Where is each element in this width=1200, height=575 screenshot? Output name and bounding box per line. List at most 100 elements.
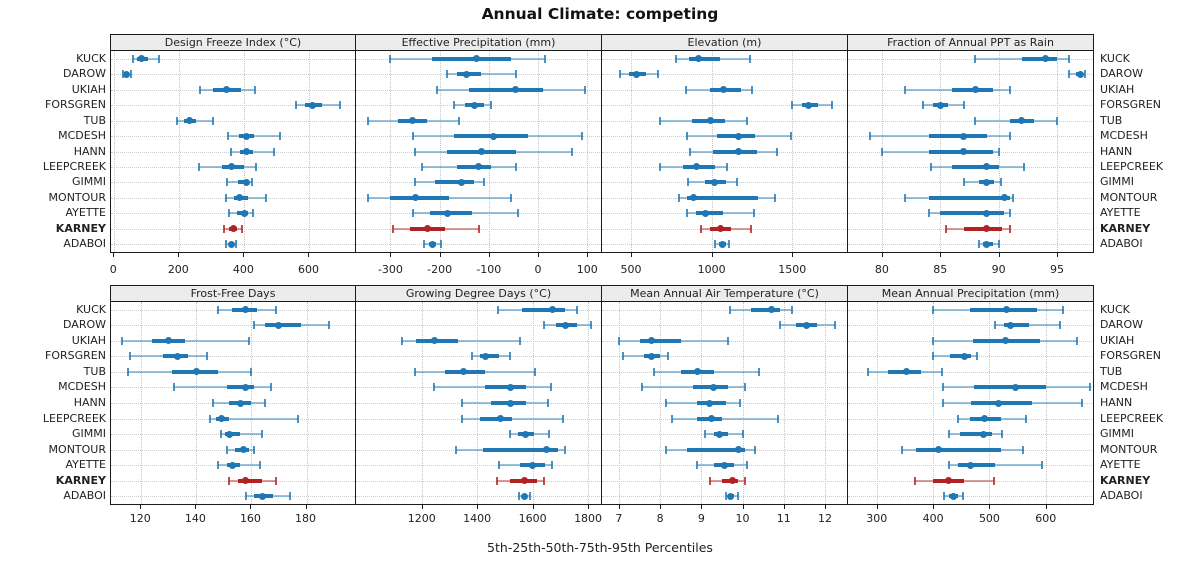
whisker-cap-low bbox=[542, 321, 545, 330]
station-guide-line bbox=[602, 496, 846, 498]
whisker-cap-low bbox=[132, 54, 135, 63]
whisker-cap-low bbox=[227, 132, 230, 141]
interquartile-bar-ukiah bbox=[469, 87, 543, 92]
panel-strip-frost-free-days: Frost-Free Days bbox=[110, 285, 356, 302]
station-guide-line bbox=[848, 182, 1092, 184]
station-guide-line bbox=[848, 120, 1092, 122]
median-dot-tub bbox=[902, 368, 910, 376]
median-dot-hann bbox=[242, 148, 250, 155]
interquartile-bar-leepcreek bbox=[951, 164, 999, 169]
median-dot-adaboi bbox=[258, 492, 266, 500]
whisker-cap-low bbox=[176, 116, 179, 125]
axis-tick bbox=[1056, 253, 1058, 257]
axis-tick bbox=[113, 253, 115, 257]
axis-tick-label: 85 bbox=[933, 263, 948, 276]
median-dot-darow bbox=[463, 70, 471, 78]
interquartile-bar-kuck bbox=[689, 56, 720, 61]
whisker-cap-high bbox=[253, 85, 256, 94]
interquartile-bar-montour bbox=[916, 447, 1001, 452]
whisker-cap-low bbox=[367, 116, 370, 125]
interquartile-bar-mcdesh bbox=[226, 385, 255, 390]
whisker-cap-high bbox=[753, 445, 756, 454]
station-label-tub: TUB bbox=[83, 364, 106, 378]
interquartile-bar-ayette bbox=[940, 211, 1005, 216]
station-label-kuck: KUCK bbox=[76, 302, 106, 316]
whisker-cap-high bbox=[289, 492, 291, 501]
axis-tick bbox=[532, 505, 534, 509]
whisker-cap-high bbox=[997, 147, 1000, 156]
station-label-ayette: AYETTE bbox=[65, 206, 106, 220]
whisker-cap-low bbox=[220, 430, 223, 439]
axis-tick bbox=[824, 505, 826, 509]
median-dot-mcdesh bbox=[490, 132, 498, 140]
whisker-cap-high bbox=[1009, 209, 1012, 218]
median-dot-mcdesh bbox=[960, 132, 968, 140]
median-dot-gimmi bbox=[458, 178, 466, 186]
axis-tick bbox=[421, 505, 423, 509]
whisker-cap-high bbox=[517, 209, 520, 218]
axis-tick bbox=[742, 505, 744, 509]
whisker-cap-low bbox=[618, 70, 621, 79]
whisker-cap-high bbox=[834, 321, 837, 330]
whisker-cap-high bbox=[563, 445, 566, 454]
axis-tick bbox=[933, 505, 935, 509]
median-dot-leepcreek bbox=[475, 163, 483, 171]
whisker-cap-high bbox=[542, 476, 545, 485]
station-guide-line bbox=[111, 371, 355, 373]
whisker-cap-low bbox=[640, 383, 643, 392]
median-dot-leepcreek bbox=[983, 163, 991, 171]
whisker-cap-low bbox=[367, 193, 370, 202]
station-guide-line bbox=[356, 387, 600, 389]
whisker-cap-high bbox=[1011, 193, 1014, 202]
station-guide-line bbox=[356, 182, 600, 184]
station-label-ukiah: UKIAH bbox=[1100, 333, 1135, 347]
station-guide-line bbox=[356, 244, 600, 246]
whisker-cap-high bbox=[961, 492, 964, 501]
interquartile-bar-mcdesh bbox=[928, 134, 987, 139]
station-guide-line bbox=[848, 371, 1092, 373]
axis-tick-label: 1500 bbox=[778, 263, 807, 276]
whisker-cap-high bbox=[940, 367, 943, 376]
median-dot-darow bbox=[802, 321, 810, 329]
station-label-kuck: KUCK bbox=[1100, 51, 1130, 65]
interquartile-bar-kuck bbox=[432, 56, 511, 61]
panel-title: Design Freeze Index (°C) bbox=[164, 36, 302, 49]
station-guide-line bbox=[602, 340, 846, 342]
whisker-cap-low bbox=[904, 85, 907, 94]
panel-plot-effective-precipitation-mm bbox=[356, 51, 602, 253]
whisker-cap-high bbox=[279, 132, 282, 141]
axis-tick-label: 180 bbox=[295, 512, 317, 525]
station-label-karney: KARNEY bbox=[55, 473, 106, 487]
median-dot-montour bbox=[239, 446, 247, 454]
whisker-cap-low bbox=[227, 209, 230, 218]
whisker-cap-high bbox=[1075, 336, 1078, 345]
station-guide-line bbox=[111, 58, 355, 60]
whisker-cap-high bbox=[1058, 321, 1061, 330]
station-guide-line bbox=[356, 403, 600, 404]
station-guide-line bbox=[111, 340, 355, 342]
axis-tick-label: 7 bbox=[615, 512, 623, 525]
station-guide-line bbox=[848, 105, 1092, 107]
median-dot-forsgren bbox=[960, 352, 968, 360]
median-dot-kuck bbox=[1002, 306, 1010, 314]
axis-tick bbox=[940, 253, 942, 257]
axis-tick-label: 12 bbox=[817, 512, 832, 525]
station-guide-line bbox=[602, 371, 846, 373]
whisker-cap-high bbox=[749, 54, 752, 63]
axis-tick bbox=[783, 505, 785, 509]
station-guide-line bbox=[111, 74, 355, 76]
median-dot-montour bbox=[411, 194, 419, 202]
station-label-hann: HANN bbox=[1100, 396, 1133, 409]
median-dot-ukiah bbox=[512, 86, 520, 94]
whisker-cap-high bbox=[482, 178, 485, 187]
whisker-cap-low bbox=[962, 178, 965, 187]
whisker-cap-low bbox=[198, 162, 201, 171]
station-label-ayette: AYETTE bbox=[1100, 206, 1141, 220]
station-guide-line bbox=[356, 309, 600, 311]
panel-strip-elevation-m: Elevation (m) bbox=[602, 34, 848, 51]
median-dot-gimmi bbox=[242, 178, 250, 186]
station-label-adaboi: ADABOI bbox=[1100, 489, 1143, 503]
interquartile-bar-karney bbox=[963, 226, 1003, 231]
whisker-cap-high bbox=[157, 54, 160, 63]
station-label-adaboi: ADABOI bbox=[63, 237, 106, 251]
